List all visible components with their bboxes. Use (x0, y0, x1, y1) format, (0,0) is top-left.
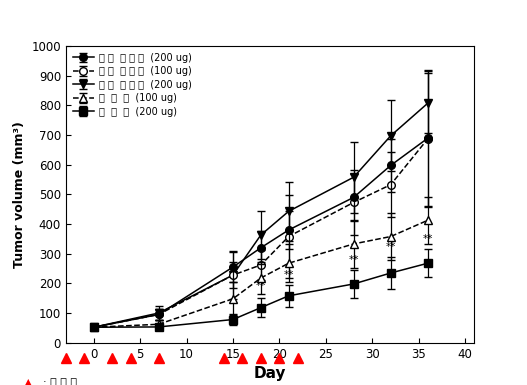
Text: **: ** (284, 270, 294, 280)
Text: **: ** (423, 234, 433, 244)
Text: **: ** (348, 255, 359, 264)
Text: : 투 여 일: : 투 여 일 (43, 378, 77, 385)
Y-axis label: Tumor volume (mm³): Tumor volume (mm³) (13, 121, 26, 268)
Text: **: ** (386, 242, 396, 252)
X-axis label: Day: Day (254, 366, 286, 381)
Legend: 음 성  대 조 군  (200 ug), 위 약  대 조 군  (100 ug), 위 약  대 조 군  (200 ug), 시  험  군  (100 : 음 성 대 조 군 (200 ug), 위 약 대 조 군 (100 ug), … (71, 51, 194, 119)
Text: **: ** (256, 281, 266, 291)
Text: ▲: ▲ (24, 378, 32, 385)
